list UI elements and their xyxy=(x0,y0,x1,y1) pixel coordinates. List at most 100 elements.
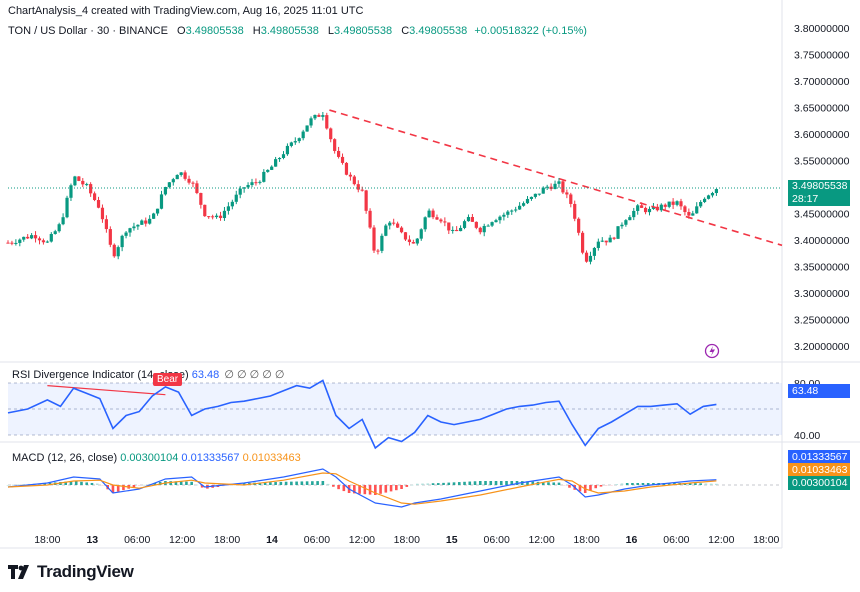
candle[interactable] xyxy=(325,112,329,130)
candle[interactable] xyxy=(179,172,183,177)
candle[interactable] xyxy=(415,237,419,246)
candle[interactable] xyxy=(104,215,108,233)
rsi-line[interactable] xyxy=(7,379,717,450)
candle[interactable] xyxy=(234,190,238,205)
candle[interactable] xyxy=(580,230,585,255)
candle[interactable] xyxy=(411,239,415,244)
candle[interactable] xyxy=(679,198,683,210)
candle[interactable] xyxy=(297,137,301,144)
candle[interactable] xyxy=(577,217,581,236)
candle[interactable] xyxy=(675,200,679,207)
candle[interactable] xyxy=(274,156,278,167)
candle[interactable] xyxy=(285,143,290,156)
candle[interactable] xyxy=(348,172,352,181)
candle[interactable] xyxy=(175,174,179,180)
candle[interactable] xyxy=(128,227,132,237)
candle[interactable] xyxy=(250,178,254,188)
candle[interactable] xyxy=(57,222,61,233)
candle[interactable] xyxy=(498,215,502,224)
candle[interactable] xyxy=(569,192,573,208)
candle[interactable] xyxy=(671,198,675,210)
rsi-legend[interactable]: RSI Divergence Indicator (14, close) 63.… xyxy=(12,368,284,381)
candle[interactable] xyxy=(96,196,101,209)
candle[interactable] xyxy=(691,210,695,216)
candle[interactable] xyxy=(502,212,506,221)
candle[interactable] xyxy=(152,212,156,219)
candle[interactable] xyxy=(218,211,223,221)
candle[interactable] xyxy=(301,129,305,141)
candle[interactable] xyxy=(710,191,715,198)
candle[interactable] xyxy=(427,208,431,218)
candle[interactable] xyxy=(254,178,258,186)
candle[interactable] xyxy=(214,213,219,219)
signal-line[interactable] xyxy=(7,472,717,505)
candle[interactable] xyxy=(447,222,451,235)
candle[interactable] xyxy=(636,204,640,215)
candle[interactable] xyxy=(573,200,577,222)
candle[interactable] xyxy=(148,215,152,225)
candle[interactable] xyxy=(53,229,57,235)
candle[interactable] xyxy=(596,238,600,251)
candle[interactable] xyxy=(30,233,34,240)
candle[interactable] xyxy=(183,170,187,181)
bear-label[interactable]: Bear xyxy=(153,373,183,386)
candle[interactable] xyxy=(478,226,482,235)
candle[interactable] xyxy=(376,248,380,255)
candle[interactable] xyxy=(506,210,510,218)
candle[interactable] xyxy=(529,196,534,201)
candle[interactable] xyxy=(230,199,234,210)
trend-line[interactable] xyxy=(329,109,783,247)
alert-icon[interactable] xyxy=(704,343,720,359)
candle[interactable] xyxy=(266,169,270,173)
candle[interactable] xyxy=(600,237,604,243)
candle[interactable] xyxy=(584,250,589,263)
candle[interactable] xyxy=(466,214,471,222)
candle[interactable] xyxy=(462,219,467,230)
candle[interactable] xyxy=(514,206,518,213)
candle[interactable] xyxy=(26,234,30,240)
candle[interactable] xyxy=(293,137,297,145)
candle[interactable] xyxy=(73,175,77,187)
candle[interactable] xyxy=(238,185,242,199)
candle[interactable] xyxy=(100,204,105,223)
candle[interactable] xyxy=(258,180,262,185)
candle[interactable] xyxy=(6,240,10,244)
candle[interactable] xyxy=(163,186,168,196)
candle[interactable] xyxy=(159,190,164,210)
candle[interactable] xyxy=(226,202,230,215)
candle[interactable] xyxy=(604,240,608,246)
candle[interactable] xyxy=(706,194,711,200)
candle[interactable] xyxy=(92,191,97,202)
price-axis[interactable]: 3.80000000 3.75000000 3.70000000 3.65000000… xyxy=(794,23,850,353)
candle[interactable] xyxy=(443,217,447,227)
candle[interactable] xyxy=(695,202,699,214)
candle[interactable] xyxy=(592,246,597,260)
candle[interactable] xyxy=(439,218,443,224)
candle[interactable] xyxy=(120,234,124,252)
candle[interactable] xyxy=(352,175,356,186)
macd-legend[interactable]: MACD (12, 26, close) 0.00300104 0.013335… xyxy=(12,452,301,464)
candle[interactable] xyxy=(537,193,541,196)
candle[interactable] xyxy=(561,180,565,195)
candle[interactable] xyxy=(37,236,42,245)
macd-line[interactable] xyxy=(7,468,717,508)
candle[interactable] xyxy=(333,138,337,154)
symbol-legend[interactable]: TON / US Dollar · 30 · BINANCE O3.498055… xyxy=(8,25,587,37)
candle[interactable] xyxy=(545,184,549,190)
candle[interactable] xyxy=(85,182,89,187)
candle[interactable] xyxy=(423,216,427,232)
candle[interactable] xyxy=(187,175,191,185)
candle[interactable] xyxy=(364,189,368,214)
candle[interactable] xyxy=(49,232,53,243)
candle[interactable] xyxy=(336,146,341,159)
candle[interactable] xyxy=(270,165,274,171)
candle[interactable] xyxy=(242,187,246,193)
candle[interactable] xyxy=(474,221,478,230)
candle[interactable] xyxy=(207,216,211,219)
candle[interactable] xyxy=(557,177,561,188)
candle[interactable] xyxy=(289,141,293,148)
candle[interactable] xyxy=(667,201,671,209)
candle[interactable] xyxy=(565,189,569,199)
candle[interactable] xyxy=(18,238,22,247)
candle[interactable] xyxy=(659,203,663,212)
